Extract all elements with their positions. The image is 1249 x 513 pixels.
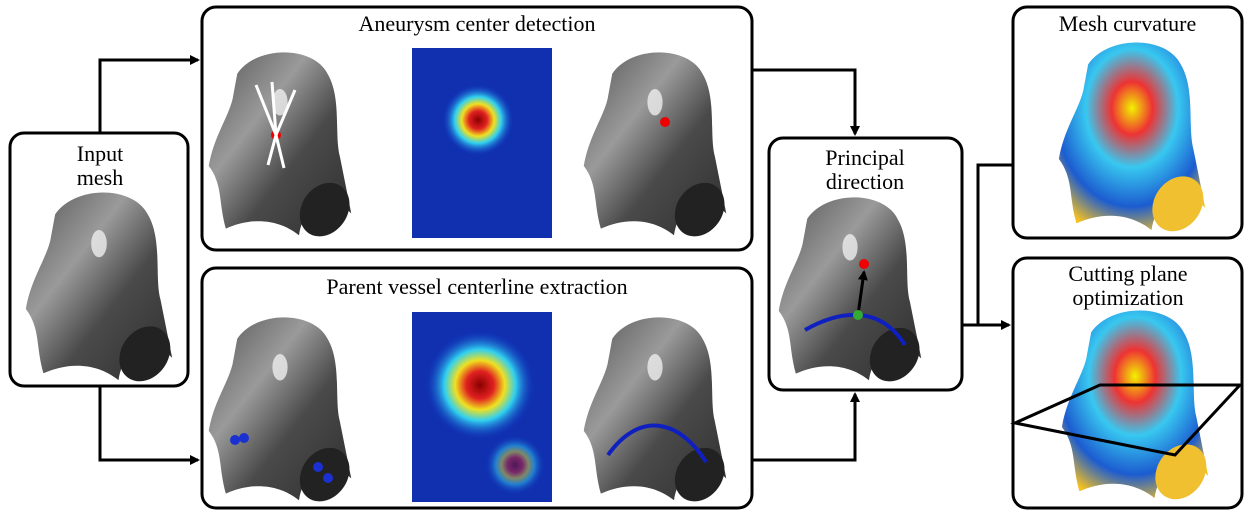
arrow xyxy=(752,394,855,460)
center-dot xyxy=(859,259,869,269)
center-dot xyxy=(660,117,670,127)
arrow xyxy=(100,386,198,460)
drawing xyxy=(0,0,1249,513)
node-label: Cutting plane optimization xyxy=(1033,262,1223,310)
centerline-dot xyxy=(853,310,863,320)
arrow xyxy=(752,70,855,134)
heat-spot xyxy=(425,330,535,440)
node-label: Mesh curvature xyxy=(1013,12,1242,36)
arrow xyxy=(962,165,1013,325)
node-label: Input mesh xyxy=(60,142,140,190)
node-label: Aneurysm center detection xyxy=(202,12,752,36)
node-label: Parent vessel centerline extraction xyxy=(202,275,752,299)
arrow xyxy=(100,60,198,133)
heat-spot xyxy=(442,84,514,156)
heat-spot xyxy=(485,435,545,495)
diagram: Input mesh Aneurysm center detection Par… xyxy=(0,0,1249,513)
node-label: Principal direction xyxy=(800,146,930,194)
